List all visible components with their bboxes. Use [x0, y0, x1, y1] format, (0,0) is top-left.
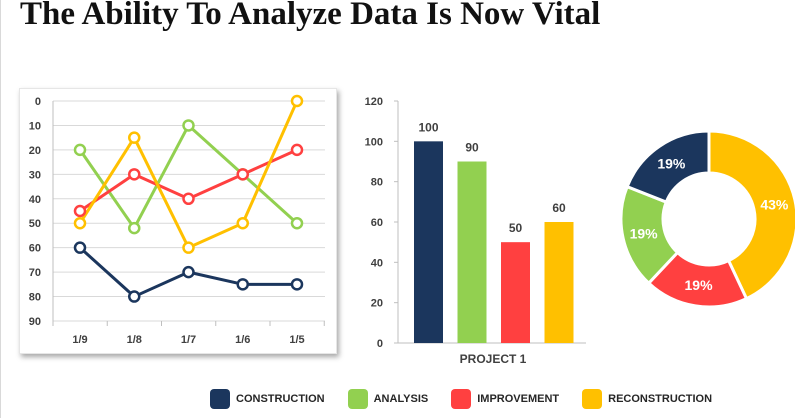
donut-label-analysis: 19% [630, 226, 659, 242]
line-point-analysis [73, 143, 87, 157]
bar-y-tick-label: 60 [371, 217, 383, 229]
line-chart: 0 10 20 30 40 50 60 70 80 90 1/9 1/8 1/7 1/6 1/5 [29, 94, 325, 346]
line-point-improvement [290, 143, 304, 157]
line-x-tick-label: 1/5 [289, 334, 304, 346]
legend-label-improvement: IMPROVEMENT [477, 393, 560, 405]
bar-x-axis-label: PROJECT 1 [460, 352, 527, 366]
line-point-reconstruction [290, 94, 304, 108]
line-y-tick-label: 20 [29, 145, 41, 157]
line-y-tick-label: 60 [29, 243, 41, 255]
bar-improvement [501, 242, 530, 343]
line-point-construction [182, 265, 195, 279]
legend-label-reconstruction: RECONSTRUCTION [608, 393, 713, 405]
line-point-construction [236, 278, 249, 291]
bar-y-tick-label: 80 [371, 177, 383, 189]
donut-slice-reconstruction [707, 129, 795, 301]
line-y-tick-label: 0 [35, 96, 41, 108]
donut-chart: 43% 19% 19% 19% [619, 129, 795, 309]
donut-label-improvement: 19% [685, 277, 714, 293]
line-y-tick-label: 50 [29, 218, 41, 230]
page-title: The Ability To Analyze Data Is Now Vital [20, 0, 601, 32]
bar-reconstruction [544, 222, 574, 343]
line-y-tick-label: 10 [29, 120, 41, 132]
bar-value-label: 50 [509, 221, 523, 235]
line-point-reconstruction [128, 131, 141, 144]
line-y-tick-label: 40 [29, 194, 41, 206]
bar-value-label: 60 [552, 201, 566, 215]
bar-y-tick-label: 0 [377, 338, 383, 350]
legend-item-analysis: ANALYSIS [347, 389, 429, 409]
donut-label-construction: 19% [657, 156, 686, 172]
line-point-analysis [128, 221, 141, 235]
donut-slice-construction [625, 129, 711, 205]
line-point-improvement [73, 204, 87, 218]
legend-item-reconstruction: RECONSTRUCTION [582, 389, 712, 409]
bar-construction [414, 141, 443, 343]
legend-label-construction: CONSTRUCTION [236, 393, 325, 405]
line-y-tick-label: 80 [29, 292, 41, 304]
legend-swatch-reconstruction [582, 389, 603, 409]
line-x-tick-label: 1/6 [235, 334, 250, 346]
chart-legend: CONSTRUCTION ANALYSIS IMPROVEMENT RECONS… [210, 388, 735, 410]
line-point-construction [73, 241, 87, 254]
line-point-analysis [290, 216, 304, 230]
bar-y-tick-label: 40 [371, 257, 383, 269]
line-point-construction [290, 278, 304, 291]
line-y-tick-label: 90 [29, 316, 41, 328]
legend-swatch-improvement [451, 389, 472, 409]
line-point-improvement [182, 192, 195, 206]
bar-y-tick-label: 20 [371, 298, 383, 310]
line-point-improvement [236, 168, 249, 181]
bar-y-tick-label: 100 [365, 136, 383, 148]
left-border-rule [0, 0, 1, 418]
line-point-improvement [128, 168, 141, 181]
legend-item-improvement: IMPROVEMENT [451, 389, 559, 409]
line-x-tick-label: 1/9 [72, 334, 87, 346]
line-point-reconstruction [236, 216, 249, 230]
donut-label-reconstruction: 43% [760, 196, 789, 212]
bar-analysis [457, 161, 487, 343]
line-y-tick-label: 70 [29, 267, 41, 279]
line-y-tick-label: 30 [29, 169, 41, 181]
line-x-tick-label: 1/7 [181, 334, 196, 346]
legend-item-construction: CONSTRUCTION [210, 389, 325, 409]
bar-value-label: 100 [418, 120, 438, 134]
line-point-analysis [182, 119, 195, 132]
bar-chart: 0 20 40 60 80 100 120 100 90 50 60 PROJECT 1 [365, 96, 586, 366]
line-x-tick-label: 1/8 [127, 334, 142, 346]
bar-y-tick-label: 120 [365, 96, 383, 108]
line-point-reconstruction [182, 241, 195, 254]
legend-swatch-construction [210, 389, 230, 409]
legend-swatch-analysis [347, 389, 368, 409]
legend-label-analysis: ANALYSIS [373, 393, 429, 405]
bar-value-label: 90 [465, 141, 479, 155]
line-point-reconstruction [73, 216, 87, 230]
line-point-construction [128, 290, 141, 303]
